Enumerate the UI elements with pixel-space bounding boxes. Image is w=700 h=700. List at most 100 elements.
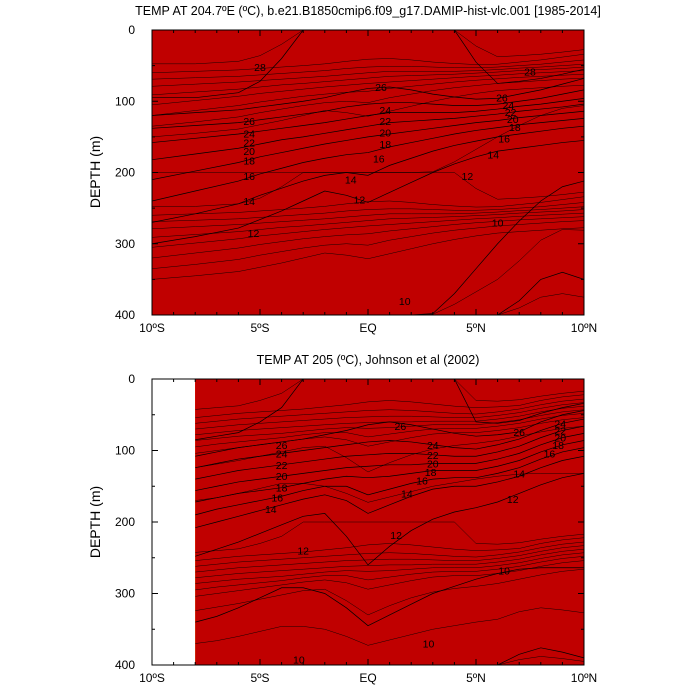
y-tick-label: 100: [115, 94, 135, 108]
isotherm-line: [152, 140, 584, 245]
contour-label: 14: [401, 488, 413, 500]
contour-label: 24: [427, 440, 439, 452]
isotherm-line: [152, 206, 584, 230]
isotherm-line: [195, 379, 584, 410]
y-axis-label: DEPTH (m): [87, 136, 103, 208]
x-axis: 10ºS 5ºS EQ 5ºN 10ºN: [139, 30, 597, 335]
isotherm-line: [152, 209, 584, 238]
contour-label: 20: [243, 146, 255, 158]
contour-label: 20: [276, 471, 288, 483]
isotherm-line: [195, 440, 584, 503]
isotherm-line: [152, 202, 584, 222]
contour-label: 22: [276, 460, 288, 472]
isotherm-lines: [152, 30, 584, 315]
isotherm-line: [152, 172, 584, 207]
contour-label: 26: [496, 93, 508, 105]
x-tick-label: EQ: [359, 321, 376, 335]
contour-label: 14: [243, 196, 255, 208]
contour-label: 22: [554, 425, 566, 437]
isotherm-line: [195, 410, 584, 457]
x-tick-label: 5ºN: [466, 671, 486, 685]
isotherm-line: [195, 409, 584, 441]
contour-label: 18: [243, 155, 255, 167]
isotherm-line: [195, 607, 584, 646]
y-tick-label: 0: [128, 372, 135, 386]
y-tick-label: 400: [115, 308, 135, 322]
contour-label: 22: [379, 116, 391, 128]
y-tick-label: 0: [128, 23, 135, 37]
isotherm-line: [195, 418, 584, 469]
contour-label: 12: [354, 195, 366, 207]
contour-label: 20: [554, 433, 566, 445]
isotherm-line: [152, 63, 584, 87]
isotherm-line: [152, 180, 584, 315]
contour-label: 12: [390, 530, 402, 542]
contour-label: 16: [271, 493, 283, 505]
isotherm-line: [195, 656, 584, 665]
isotherm-line: [152, 125, 584, 223]
isotherm-line: [152, 103, 584, 161]
contour-label: 26: [513, 427, 525, 439]
isotherm-line: [152, 216, 584, 259]
y-axis-label: DEPTH (m): [87, 486, 103, 558]
contour-label: 10: [399, 296, 411, 308]
isotherm-line: [195, 432, 584, 491]
contour-label: 18: [425, 467, 437, 479]
contour-label: 24: [243, 128, 255, 140]
contour-label: 22: [243, 138, 255, 150]
isotherm-line: [152, 77, 584, 127]
contour-label: 16: [373, 153, 385, 165]
isotherm-line: [195, 556, 584, 591]
contour-label: 16: [498, 133, 510, 145]
contour-label: 20: [427, 458, 439, 470]
isotherm-line: [195, 473, 584, 566]
contour-label: 14: [345, 175, 357, 187]
isotherm-line: [195, 545, 584, 573]
isotherm-lines: [195, 379, 584, 665]
isotherm-line: [152, 89, 584, 129]
isotherm-line: [152, 118, 584, 202]
contour-label: 10: [498, 566, 510, 578]
x-tick-label: 10ºS: [139, 671, 165, 685]
contour-label: 10: [423, 639, 435, 651]
contour-label: 28: [524, 66, 536, 78]
contour-label: 12: [297, 546, 309, 558]
isotherm-line: [152, 212, 584, 248]
isotherm-line: [195, 413, 584, 448]
isotherm-line: [195, 537, 584, 561]
contour-label: 26: [395, 421, 407, 433]
isotherm-line: [195, 521, 584, 553]
contour-label: 26: [243, 116, 255, 128]
isotherm-line: [195, 402, 584, 430]
isotherm-line: [152, 84, 584, 138]
isotherm-line: [195, 548, 584, 578]
panel-title: TEMP AT 204.7ºE (ºC), b.e21.B1850cmip6.f…: [135, 4, 601, 18]
x-tick-label: 10ºS: [139, 321, 165, 335]
contour-label: 18: [379, 139, 391, 151]
y-axis: 0 100 200 300 400: [115, 372, 584, 672]
isotherm-line: [152, 70, 584, 106]
x-axis: 10ºS 5ºS EQ 5ºN 10ºN: [139, 379, 597, 685]
x-tick-label: 10ºN: [571, 321, 597, 335]
contour-label: 14: [265, 504, 277, 516]
isotherm-line: [195, 425, 584, 480]
isotherm-line: [195, 560, 584, 597]
x-tick-label: 5ºS: [250, 321, 269, 335]
contour-label: 26: [375, 82, 387, 94]
contour-label: 24: [554, 418, 566, 430]
isotherm-line: [195, 394, 584, 418]
y-tick-label: 200: [115, 515, 135, 529]
contour-label: 22: [505, 107, 517, 119]
contour-label: 16: [416, 476, 428, 488]
isotherm-line: [152, 73, 584, 116]
x-tick-label: 10ºN: [571, 671, 597, 685]
isotherm-line: [195, 447, 584, 516]
isotherm-line: [195, 552, 584, 584]
isotherm-line: [152, 196, 584, 216]
contour-fills: [152, 30, 584, 315]
contour-label: 16: [544, 448, 556, 460]
